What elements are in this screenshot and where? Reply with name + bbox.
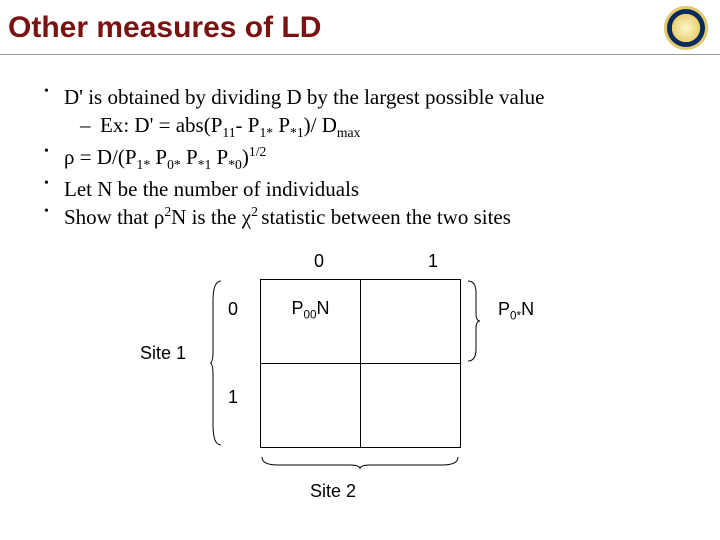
brace-bottom-icon (260, 455, 460, 469)
brace-right-icon (466, 279, 480, 363)
brace-left-icon (210, 279, 222, 447)
table-row (261, 364, 461, 448)
content-area: D' is obtained by dividing D by the larg… (0, 55, 720, 511)
header-row: Other measures of LD (0, 0, 720, 55)
bullet-1: D' is obtained by dividing D by the larg… (40, 83, 692, 143)
marginal-p0star: P0*N (498, 299, 534, 323)
site2-label: Site 2 (310, 481, 356, 502)
contingency-diagram: 0 1 0 1 Site 1 P00N (166, 251, 566, 511)
row-header-0: 0 (228, 299, 238, 320)
slide: Other measures of LD D' is obtained by d… (0, 0, 720, 540)
contingency-table: P00N (260, 279, 461, 448)
uc-seal-logo (664, 6, 708, 50)
bullet-2: ρ = D/(P1* P0* P*1 P*0)1/2 (40, 143, 692, 175)
bullet-1-text: D' is obtained by dividing D by the larg… (64, 85, 545, 109)
row-header-1: 1 (228, 387, 238, 408)
cell-01 (361, 280, 461, 364)
bullet-3: Let N be the number of individuals (40, 175, 692, 203)
sub-bullet-list: Ex: D' = abs(P11- P1* P*1)/ Dmax (76, 111, 692, 143)
col-header-1: 1 (428, 251, 438, 272)
bullet-4: Show that ρ2N is the χ2 statistic betwee… (40, 203, 692, 231)
sub-bullet-1: Ex: D' = abs(P11- P1* P*1)/ Dmax (76, 111, 692, 143)
page-title: Other measures of LD (6, 11, 321, 45)
table-row: P00N (261, 280, 461, 364)
col-header-0: 0 (314, 251, 324, 272)
bullet-list: D' is obtained by dividing D by the larg… (40, 83, 692, 231)
cell-00: P00N (261, 280, 361, 364)
cell-10 (261, 364, 361, 448)
cell-11 (361, 364, 461, 448)
site1-label: Site 1 (140, 343, 186, 364)
